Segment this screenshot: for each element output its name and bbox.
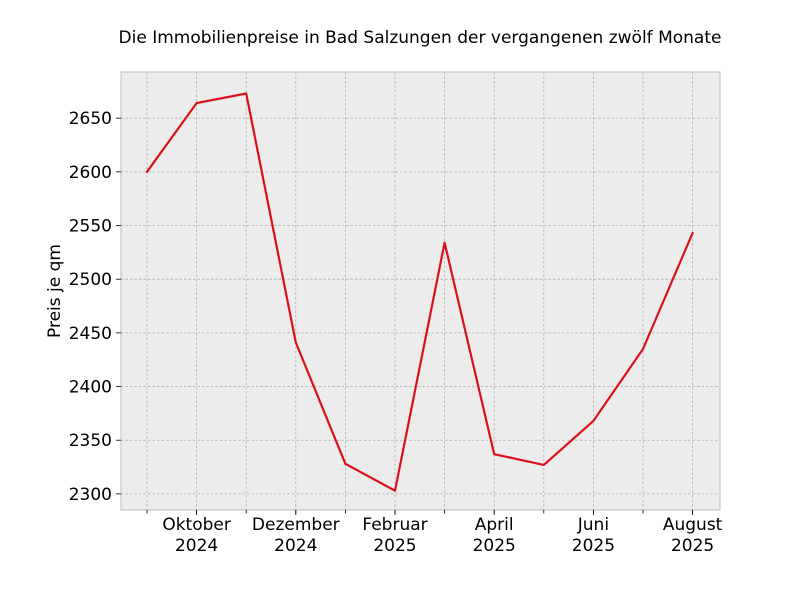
axes: Oktober2024Dezember2024Februar2025April2… — [69, 109, 723, 556]
x-tick-label: April — [475, 515, 514, 535]
y-tick-label: 2500 — [69, 270, 112, 290]
chart-title: Die Immobilienpreise in Bad Salzungen de… — [119, 28, 722, 48]
x-tick-label: Juni — [577, 515, 609, 535]
series-layer — [145, 92, 694, 492]
x-tick-label: August — [663, 515, 723, 535]
y-tick-label: 2400 — [69, 378, 112, 398]
gridlines — [121, 72, 720, 510]
y-tick-label: 2600 — [69, 163, 112, 183]
y-tick-label: 2450 — [69, 324, 112, 344]
x-tick-label: 2025 — [671, 536, 714, 556]
x-tick-label: Dezember — [252, 515, 340, 535]
x-tick-label: 2025 — [373, 536, 416, 556]
plot-frame — [120, 71, 721, 511]
y-tick-label: 2650 — [69, 109, 112, 129]
y-axis-label: Preis je qm — [45, 244, 65, 338]
series-line — [145, 92, 694, 492]
x-tick-label: 2025 — [572, 536, 615, 556]
y-tick-label: 2350 — [69, 431, 112, 451]
plot-area — [121, 72, 720, 510]
x-tick-label: 2025 — [473, 536, 516, 556]
x-tick-label: 2024 — [175, 536, 218, 556]
y-tick-label: 2300 — [69, 485, 112, 505]
y-tick-label: 2550 — [69, 217, 112, 237]
x-tick-label: Oktober — [162, 515, 231, 535]
x-tick-label: Februar — [362, 515, 427, 535]
x-tick-label: 2024 — [274, 536, 317, 556]
